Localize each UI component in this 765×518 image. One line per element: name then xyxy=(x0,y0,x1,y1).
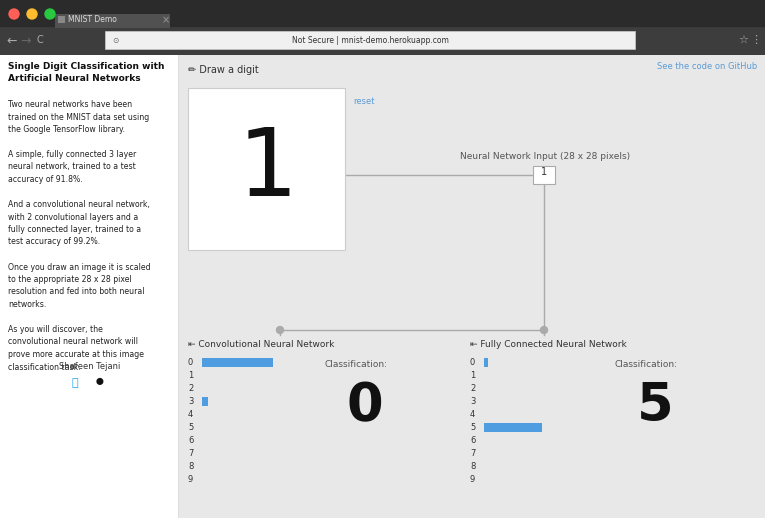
FancyBboxPatch shape xyxy=(0,55,178,518)
Text: 1: 1 xyxy=(188,371,194,380)
Text: Shafeen Tejani: Shafeen Tejani xyxy=(60,362,121,371)
Circle shape xyxy=(541,326,548,334)
Text: 4: 4 xyxy=(470,410,475,419)
Text: 2: 2 xyxy=(188,384,194,393)
FancyBboxPatch shape xyxy=(0,0,765,28)
Text: 0: 0 xyxy=(188,358,194,367)
Text: 6: 6 xyxy=(188,436,194,445)
FancyBboxPatch shape xyxy=(202,397,209,406)
Text: ☆: ☆ xyxy=(738,35,748,45)
Text: ⇤ Convolutional Neural Network: ⇤ Convolutional Neural Network xyxy=(188,340,334,349)
Text: 0: 0 xyxy=(470,358,475,367)
Text: See the code on GitHub: See the code on GitHub xyxy=(656,62,757,71)
FancyBboxPatch shape xyxy=(533,166,555,184)
FancyBboxPatch shape xyxy=(58,16,65,23)
Text: 1: 1 xyxy=(470,371,475,380)
Text: reset: reset xyxy=(353,97,375,106)
Text: 2: 2 xyxy=(470,384,475,393)
Text: Single Digit Classification with
Artificial Neural Networks: Single Digit Classification with Artific… xyxy=(8,62,164,83)
FancyBboxPatch shape xyxy=(484,423,542,432)
Text: 🐦: 🐦 xyxy=(72,378,78,388)
Text: Not Secure | mnist-demo.herokuapp.com: Not Secure | mnist-demo.herokuapp.com xyxy=(291,36,448,45)
Text: MNIST Demo: MNIST Demo xyxy=(68,15,117,24)
Text: ✏ Draw a digit: ✏ Draw a digit xyxy=(188,65,259,75)
Text: ⋮: ⋮ xyxy=(750,35,762,45)
Text: 0: 0 xyxy=(347,380,383,432)
Text: 9: 9 xyxy=(188,475,194,484)
FancyBboxPatch shape xyxy=(484,358,488,367)
Text: 5: 5 xyxy=(470,423,475,432)
Circle shape xyxy=(45,9,55,19)
Text: ⇤ Fully Connected Neural Network: ⇤ Fully Connected Neural Network xyxy=(470,340,627,349)
Text: Classification:: Classification: xyxy=(615,360,678,369)
FancyBboxPatch shape xyxy=(202,358,274,367)
Circle shape xyxy=(9,9,19,19)
Text: Classification:: Classification: xyxy=(325,360,388,369)
Text: 1: 1 xyxy=(541,167,547,177)
Text: 3: 3 xyxy=(470,397,475,406)
Text: ×: × xyxy=(162,15,170,25)
Text: 5: 5 xyxy=(636,380,673,432)
Text: 8: 8 xyxy=(188,462,194,471)
Text: ←: ← xyxy=(7,35,18,48)
FancyBboxPatch shape xyxy=(0,55,765,518)
Text: 3: 3 xyxy=(188,397,194,406)
Text: Two neural networks have been
trained on the MNIST data set using
the Google Ten: Two neural networks have been trained on… xyxy=(8,100,151,371)
Text: Neural Network Input (28 x 28 pixels): Neural Network Input (28 x 28 pixels) xyxy=(460,152,630,161)
Text: ⊙: ⊙ xyxy=(112,36,119,45)
Text: 9: 9 xyxy=(470,475,475,484)
Text: 6: 6 xyxy=(470,436,475,445)
Text: →: → xyxy=(21,35,31,48)
Text: ⬤: ⬤ xyxy=(96,378,104,385)
FancyBboxPatch shape xyxy=(188,88,345,250)
Text: 5: 5 xyxy=(188,423,194,432)
Circle shape xyxy=(27,9,37,19)
Text: C: C xyxy=(37,35,44,45)
FancyBboxPatch shape xyxy=(0,28,765,55)
FancyBboxPatch shape xyxy=(0,27,765,29)
Text: 1: 1 xyxy=(238,124,298,216)
Text: 7: 7 xyxy=(470,449,475,458)
Text: 7: 7 xyxy=(188,449,194,458)
Text: 8: 8 xyxy=(470,462,475,471)
Text: 4: 4 xyxy=(188,410,194,419)
FancyBboxPatch shape xyxy=(105,31,635,49)
FancyBboxPatch shape xyxy=(55,14,170,28)
Circle shape xyxy=(276,326,284,334)
